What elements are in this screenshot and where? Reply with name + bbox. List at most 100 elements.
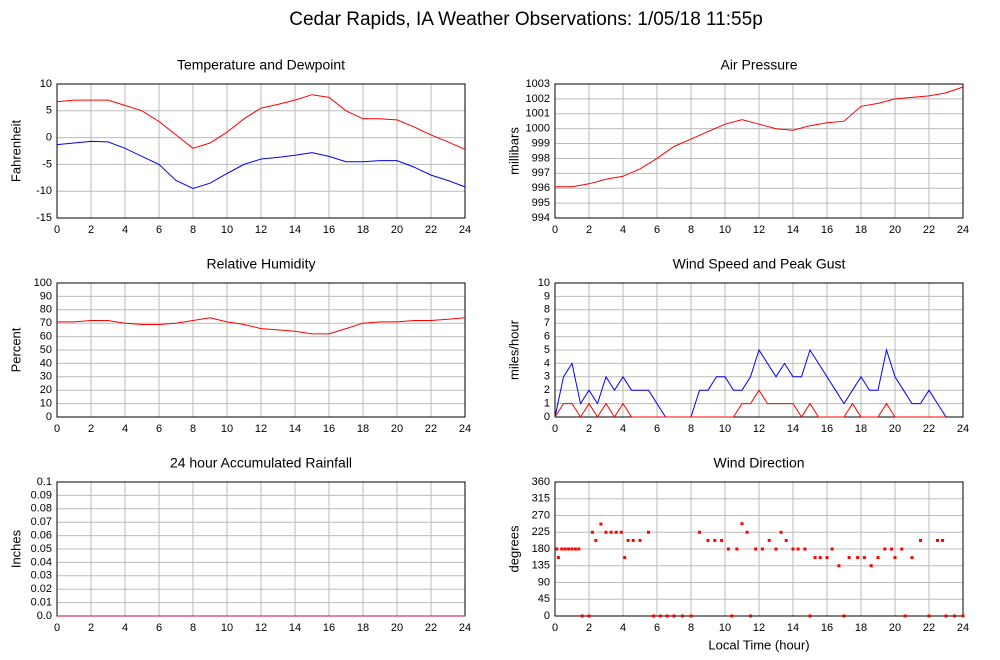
data-point bbox=[638, 538, 642, 542]
y-axis-label: millibars bbox=[506, 127, 521, 175]
x-tick-label: 12 bbox=[753, 622, 765, 634]
panel-title: Wind Direction bbox=[713, 455, 804, 471]
x-tick-label: 6 bbox=[654, 224, 660, 236]
x-tick-label: 10 bbox=[719, 423, 731, 435]
data-point bbox=[813, 556, 817, 560]
x-tick-label: 20 bbox=[391, 423, 403, 435]
x-tick-label: 0 bbox=[552, 224, 558, 236]
data-point bbox=[796, 547, 800, 551]
data-point bbox=[842, 614, 846, 618]
x-tick-label: 20 bbox=[889, 423, 901, 435]
y-tick-label: 1001 bbox=[526, 108, 550, 120]
data-point bbox=[903, 614, 907, 618]
data-point bbox=[580, 614, 584, 618]
x-tick-label: 14 bbox=[787, 423, 799, 435]
x-tick-label: 8 bbox=[190, 224, 196, 236]
y-axis-label: Inches bbox=[8, 529, 23, 568]
x-tick-label: 24 bbox=[957, 423, 969, 435]
x-tick-label: 14 bbox=[289, 423, 301, 435]
x-tick-label: 12 bbox=[255, 423, 267, 435]
x-tick-label: 0 bbox=[54, 224, 60, 236]
y-tick-label: 45 bbox=[538, 593, 550, 605]
x-tick-label: 0 bbox=[552, 622, 558, 634]
y-tick-label: 40 bbox=[40, 357, 52, 369]
y-tick-label: -10 bbox=[36, 185, 52, 197]
data-point bbox=[619, 530, 623, 534]
x-tick-label: 8 bbox=[688, 224, 694, 236]
x-tick-label: 4 bbox=[122, 622, 128, 634]
data-point bbox=[720, 538, 724, 542]
data-point bbox=[556, 556, 560, 560]
x-tick-label: 22 bbox=[923, 224, 935, 236]
data-point bbox=[900, 547, 904, 551]
y-tick-label: 0.01 bbox=[31, 597, 52, 609]
x-tick-label: 22 bbox=[425, 622, 437, 634]
data-point bbox=[652, 614, 656, 618]
x-tick-label: 12 bbox=[753, 423, 765, 435]
x-tick-label: 10 bbox=[221, 224, 233, 236]
x-tick-label: 0 bbox=[54, 423, 60, 435]
x-tick-label: 24 bbox=[459, 224, 471, 236]
x-tick-label: 14 bbox=[289, 224, 301, 236]
y-tick-label: 8 bbox=[544, 304, 550, 316]
x-tick-label: 12 bbox=[753, 224, 765, 236]
data-point bbox=[953, 614, 956, 618]
x-tick-label: 8 bbox=[688, 423, 694, 435]
plot-frame bbox=[554, 481, 964, 617]
data-point bbox=[808, 614, 812, 618]
y-tick-label: 10 bbox=[40, 398, 52, 410]
y-tick-label: 1002 bbox=[526, 93, 550, 105]
y-axis-label: Percent bbox=[8, 327, 23, 372]
data-point bbox=[604, 530, 608, 534]
data-point bbox=[862, 556, 866, 560]
data-point bbox=[774, 547, 778, 551]
data-point bbox=[599, 522, 603, 526]
y-tick-label: 0 bbox=[544, 411, 550, 423]
data-point bbox=[919, 538, 922, 542]
data-point bbox=[869, 564, 873, 568]
y-tick-label: 10 bbox=[538, 277, 550, 289]
x-tick-label: 16 bbox=[821, 622, 833, 634]
data-point bbox=[818, 556, 822, 560]
x-tick-label: 14 bbox=[289, 622, 301, 634]
data-point bbox=[560, 547, 564, 551]
x-tick-label: 10 bbox=[221, 423, 233, 435]
data-point bbox=[726, 547, 730, 551]
data-point bbox=[944, 614, 948, 618]
y-tick-label: 0.03 bbox=[31, 570, 52, 582]
x-tick-label: 2 bbox=[586, 423, 592, 435]
data-point bbox=[735, 547, 739, 551]
page-title: Cedar Rapids, IA Weather Observations: 1… bbox=[289, 9, 763, 30]
y-tick-label: 1000 bbox=[526, 123, 550, 135]
data-point bbox=[681, 614, 684, 618]
x-tick-label: 8 bbox=[190, 622, 196, 634]
x-tick-label: 2 bbox=[88, 224, 94, 236]
x-tick-label: 16 bbox=[821, 423, 833, 435]
data-point bbox=[910, 556, 914, 560]
data-point bbox=[587, 614, 591, 618]
x-tick-label: 16 bbox=[323, 622, 335, 634]
x-tick-label: 2 bbox=[88, 622, 94, 634]
y-axis-label: Fahrenheit bbox=[8, 120, 23, 183]
data-point bbox=[730, 614, 734, 618]
x-tick-label: 18 bbox=[855, 423, 867, 435]
y-tick-label: 20 bbox=[40, 384, 52, 396]
y-tick-label: 6 bbox=[544, 331, 550, 343]
series-line bbox=[554, 348, 947, 418]
data-point bbox=[893, 556, 897, 560]
plot-frame bbox=[554, 83, 964, 219]
y-tick-label: 9 bbox=[544, 290, 550, 302]
y-tick-label: -5 bbox=[42, 158, 52, 170]
y-tick-label: 0.08 bbox=[31, 503, 52, 515]
y-tick-label: 995 bbox=[532, 197, 550, 209]
data-point bbox=[961, 614, 965, 618]
data-point bbox=[883, 547, 887, 551]
series-line bbox=[57, 317, 466, 335]
data-point bbox=[658, 614, 662, 618]
data-point bbox=[740, 522, 744, 526]
y-tick-label: 360 bbox=[532, 476, 550, 488]
data-point bbox=[713, 538, 717, 542]
y-tick-label: 3 bbox=[544, 371, 550, 383]
x-tick-label: 4 bbox=[122, 423, 128, 435]
data-point bbox=[927, 614, 931, 618]
